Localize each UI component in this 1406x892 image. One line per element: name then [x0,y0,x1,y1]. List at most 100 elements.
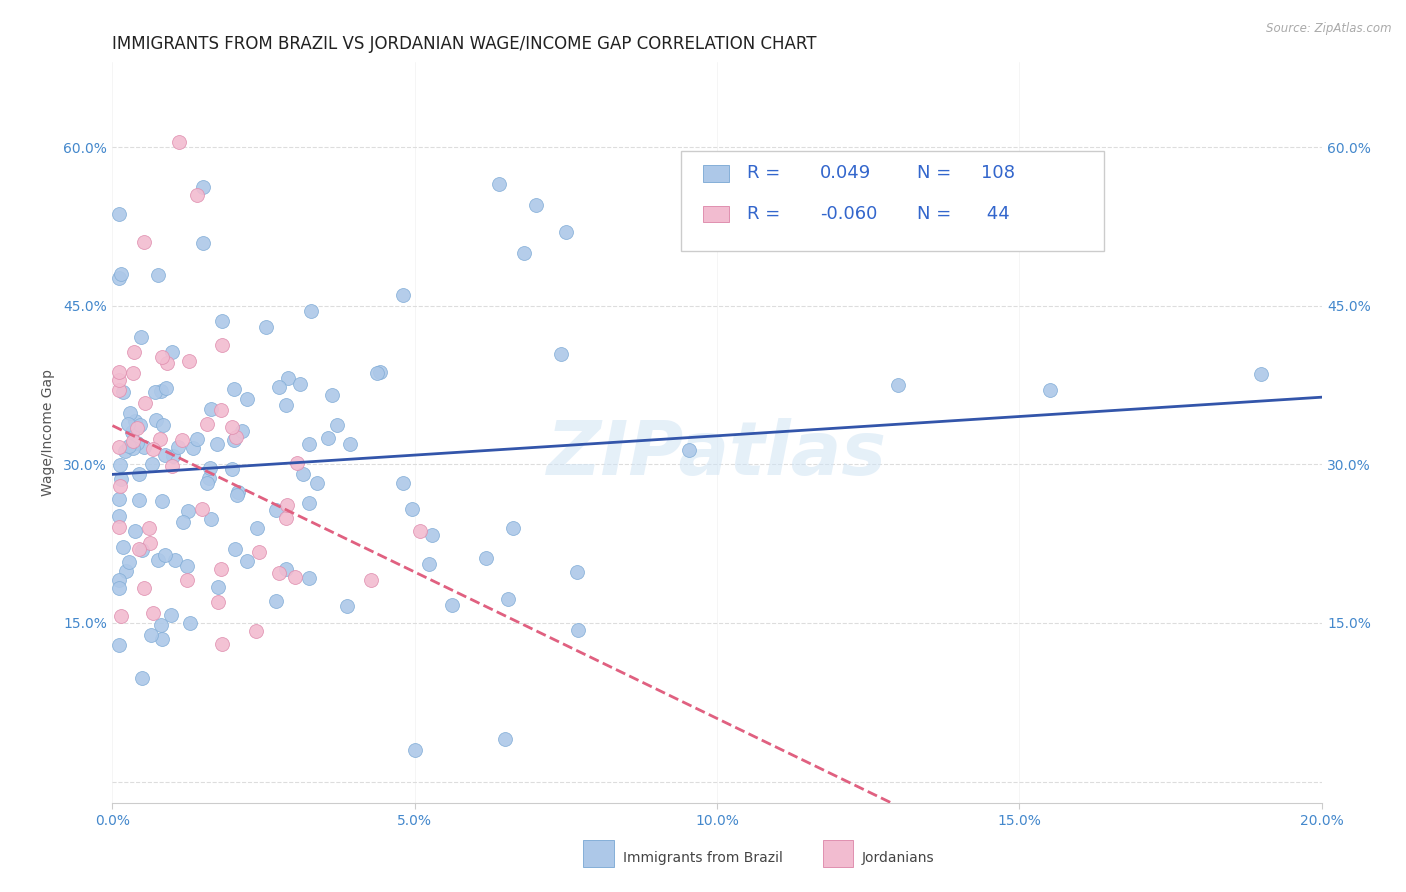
Point [124,524,146,538]
Point [148,268,170,283]
Text: Jordanians: Jordanians [862,851,935,865]
Point [502,521,524,535]
Point [567,623,589,637]
Point [127,436,149,450]
Point [125,420,148,434]
Point [225,430,247,444]
Point [179,616,201,631]
Text: 108: 108 [980,164,1015,183]
Point [339,436,361,450]
Point [121,425,143,440]
Text: N =: N = [917,205,956,223]
Point [391,288,413,302]
Point [111,540,134,554]
Point [1250,368,1272,382]
Point [195,417,218,432]
Point [512,245,534,260]
Point [276,498,298,512]
Point [496,591,519,606]
Text: R =: R = [748,164,786,183]
Point [115,564,138,578]
Point [114,443,136,458]
Point [190,502,212,516]
Point [117,417,139,431]
Point [152,417,174,432]
Text: 0.049: 0.049 [820,164,872,183]
Point [149,617,172,632]
Point [128,467,150,482]
Point [107,373,129,387]
Point [236,554,259,568]
Point [118,406,141,420]
Text: -0.060: -0.060 [820,205,877,223]
Point [420,528,443,542]
Point [110,609,132,624]
Point [474,550,496,565]
Point [107,573,129,587]
Point [276,399,298,413]
Point [176,558,198,573]
Point [177,353,200,368]
Point [128,542,150,557]
Point [142,607,165,621]
Point [107,520,129,534]
Point [131,329,153,343]
Text: N =: N = [917,164,956,183]
Point [288,377,311,392]
Point [149,432,172,446]
Point [193,236,215,251]
Point [111,384,134,399]
Point [285,456,308,470]
Point [299,304,322,318]
Point [554,225,576,239]
Point [211,637,233,651]
Point [326,417,349,432]
Point [222,433,245,447]
Point [167,441,190,455]
Point [495,732,517,747]
Point [409,524,432,538]
Point [297,496,319,510]
Point [107,581,129,595]
Point [200,512,222,526]
Point [316,431,339,445]
Point [149,384,172,399]
Point [110,458,132,472]
Text: IMMIGRANTS FROM BRAZIL VS JORDANIAN WAGE/INCOME GAP CORRELATION CHART: IMMIGRANTS FROM BRAZIL VS JORDANIAN WAGE… [112,35,817,53]
Point [245,624,267,639]
Point [191,180,214,194]
Point [107,365,129,379]
Y-axis label: Wage/Income Gap: Wage/Income Gap [41,369,55,496]
Point [132,581,155,595]
Point [121,442,143,456]
Point [131,543,153,558]
Point [291,467,314,481]
Point [488,177,510,191]
Point [183,441,205,455]
Point [205,436,228,450]
Point [186,432,208,446]
Point [224,542,246,557]
Point [207,580,229,594]
Point [277,371,299,385]
Point [209,562,232,576]
Point [121,366,143,380]
Point [110,268,132,282]
Point [162,450,184,464]
Point [139,536,162,550]
Point [124,414,146,428]
Point [305,475,328,490]
Point [524,198,547,212]
Point [107,207,129,221]
Point [142,442,165,456]
Point [211,338,233,352]
Text: R =: R = [748,205,786,223]
Point [246,521,269,535]
Bar [703,206,730,222]
Point [107,638,129,652]
Point [401,502,423,516]
Point [110,472,132,486]
Text: 44: 44 [980,205,1010,223]
Point [134,395,156,409]
Point [143,385,166,400]
